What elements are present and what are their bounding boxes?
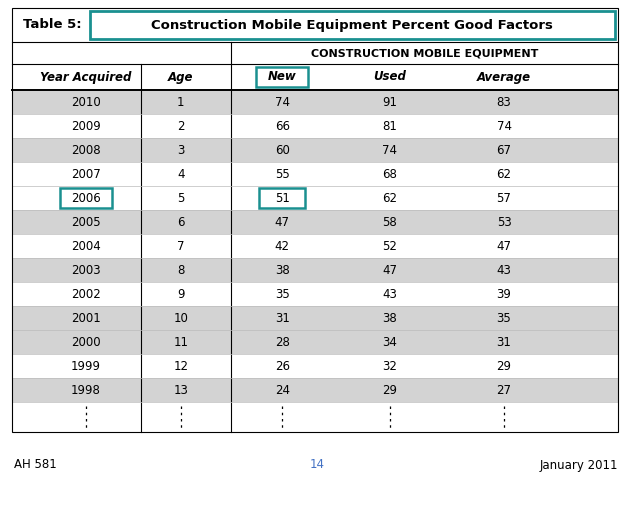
Bar xyxy=(256,67,308,87)
Text: 2001: 2001 xyxy=(71,312,100,325)
Text: 60: 60 xyxy=(275,143,290,157)
Text: 2007: 2007 xyxy=(71,168,100,180)
Text: 7: 7 xyxy=(177,239,184,252)
Text: 34: 34 xyxy=(382,335,398,348)
Text: 2009: 2009 xyxy=(71,120,100,132)
Text: Year Acquired: Year Acquired xyxy=(40,71,131,83)
Text: 29: 29 xyxy=(496,360,512,373)
Text: 32: 32 xyxy=(382,360,398,373)
Text: 55: 55 xyxy=(275,168,290,180)
Text: 35: 35 xyxy=(275,287,290,300)
Text: 2002: 2002 xyxy=(71,287,100,300)
Text: 43: 43 xyxy=(496,264,512,277)
Text: 57: 57 xyxy=(496,191,512,205)
Bar xyxy=(12,306,618,330)
Text: Table 5:: Table 5: xyxy=(23,19,81,31)
Text: 13: 13 xyxy=(173,383,188,396)
Text: 3: 3 xyxy=(177,143,184,157)
Bar xyxy=(12,330,618,354)
Text: 2006: 2006 xyxy=(71,191,100,205)
Text: 47: 47 xyxy=(496,239,512,252)
Text: 43: 43 xyxy=(382,287,398,300)
Text: 5: 5 xyxy=(177,191,184,205)
Text: 2005: 2005 xyxy=(71,216,100,228)
Bar xyxy=(12,378,618,402)
Text: 2010: 2010 xyxy=(71,95,100,109)
Bar xyxy=(90,11,615,39)
Text: 67: 67 xyxy=(496,143,512,157)
Text: 83: 83 xyxy=(496,95,512,109)
Text: 2003: 2003 xyxy=(71,264,100,277)
Text: 38: 38 xyxy=(382,312,398,325)
Text: 66: 66 xyxy=(275,120,290,132)
Text: 28: 28 xyxy=(275,335,290,348)
Text: 8: 8 xyxy=(177,264,184,277)
Text: 2000: 2000 xyxy=(71,335,100,348)
Text: 47: 47 xyxy=(382,264,398,277)
Text: 74: 74 xyxy=(275,95,290,109)
Text: 53: 53 xyxy=(496,216,512,228)
Text: 27: 27 xyxy=(496,383,512,396)
Text: 12: 12 xyxy=(173,360,188,373)
Bar xyxy=(12,258,618,282)
Bar xyxy=(12,8,618,432)
Text: 74: 74 xyxy=(496,120,512,132)
Text: Construction Mobile Equipment Percent Good Factors: Construction Mobile Equipment Percent Go… xyxy=(151,19,553,31)
Text: 1998: 1998 xyxy=(70,383,101,396)
Text: 9: 9 xyxy=(177,287,184,300)
Text: 74: 74 xyxy=(382,143,398,157)
Text: Used: Used xyxy=(373,71,406,83)
Text: Average: Average xyxy=(477,71,531,83)
Text: 11: 11 xyxy=(173,335,188,348)
Text: 31: 31 xyxy=(496,335,512,348)
Text: 58: 58 xyxy=(382,216,398,228)
Bar xyxy=(12,138,618,162)
Bar xyxy=(12,90,618,114)
Text: 35: 35 xyxy=(496,312,512,325)
Text: CONSTRUCTION MOBILE EQUIPMENT: CONSTRUCTION MOBILE EQUIPMENT xyxy=(311,48,538,58)
Text: 47: 47 xyxy=(275,216,290,228)
Text: 62: 62 xyxy=(382,191,398,205)
Text: 1: 1 xyxy=(177,95,184,109)
Text: 29: 29 xyxy=(382,383,398,396)
Text: January 2011: January 2011 xyxy=(540,459,618,472)
Text: 14: 14 xyxy=(309,459,325,472)
Text: 68: 68 xyxy=(382,168,398,180)
Text: 2008: 2008 xyxy=(71,143,100,157)
Bar xyxy=(259,188,305,208)
Text: 39: 39 xyxy=(496,287,512,300)
Text: 4: 4 xyxy=(177,168,184,180)
Text: 52: 52 xyxy=(382,239,398,252)
Bar xyxy=(60,188,112,208)
Text: 81: 81 xyxy=(382,120,398,132)
Text: 2004: 2004 xyxy=(71,239,100,252)
Text: 91: 91 xyxy=(382,95,398,109)
Text: 24: 24 xyxy=(275,383,290,396)
Text: 6: 6 xyxy=(177,216,184,228)
Text: New: New xyxy=(268,71,297,83)
Text: 42: 42 xyxy=(275,239,290,252)
Bar xyxy=(12,210,618,234)
Text: 10: 10 xyxy=(173,312,188,325)
Text: 38: 38 xyxy=(275,264,290,277)
Text: 62: 62 xyxy=(496,168,512,180)
Text: AH 581: AH 581 xyxy=(14,459,57,472)
Text: 26: 26 xyxy=(275,360,290,373)
Text: 1999: 1999 xyxy=(70,360,101,373)
Text: 51: 51 xyxy=(275,191,290,205)
Text: 31: 31 xyxy=(275,312,290,325)
Text: Age: Age xyxy=(168,71,193,83)
Text: 2: 2 xyxy=(177,120,184,132)
